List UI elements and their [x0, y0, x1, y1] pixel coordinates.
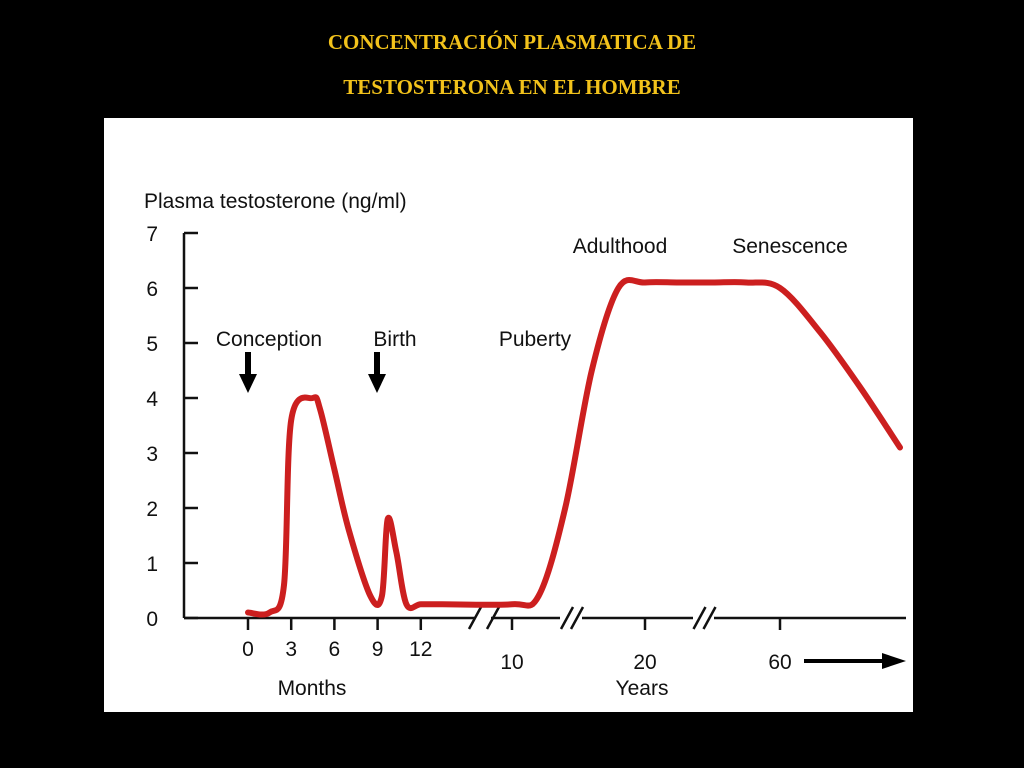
- chart-panel: 0 1 2 3 4 5 6 7 0 3 6 9 12 10 20 60 Plasma testosterone…: [104, 118, 913, 712]
- annotation-conception: Conception: [216, 328, 322, 351]
- annotation-adulthood: Adulthood: [573, 235, 668, 258]
- x-tick-label: 9: [372, 638, 384, 661]
- chart-curve: [245, 277, 903, 618]
- axis-break-mark: [485, 606, 501, 630]
- y-tick-label: 5: [146, 333, 158, 356]
- axis-break-mark: [467, 606, 483, 630]
- x-tick-label: 60: [768, 651, 791, 674]
- y-tick-label: 0: [146, 608, 158, 631]
- annotation-senescence: Senescence: [732, 235, 848, 258]
- x-axis-label-months: Months: [278, 677, 347, 700]
- y-tick-label: 3: [146, 443, 158, 466]
- y-tick-label: 7: [146, 223, 158, 246]
- direction-arrow-head: [882, 653, 906, 669]
- y-tick-label: 4: [146, 388, 158, 411]
- y-tick-label: 1: [146, 553, 158, 576]
- annotation-birth: Birth: [373, 328, 416, 351]
- annotation-puberty: Puberty: [499, 328, 572, 351]
- x-tick-label: 20: [633, 651, 656, 674]
- axis-break-mark: [702, 606, 717, 630]
- annotation-conception-arrow-head: [239, 374, 257, 393]
- x-tick-label: 10: [500, 651, 523, 674]
- x-tick-label: 0: [242, 638, 254, 661]
- chart-labels: Plasma testosterone (ng/ml) Months Years Co…: [144, 190, 848, 700]
- axis-break-mark: [559, 606, 575, 630]
- slide-title-line-2: TESTOSTERONA EN EL HOMBRE: [343, 75, 681, 99]
- y-tick-label: 2: [146, 498, 158, 521]
- x-tick-label: 12: [409, 638, 432, 661]
- x-tick-label: 6: [329, 638, 341, 661]
- axis-break-mark: [692, 606, 707, 630]
- x-axis-label-years: Years: [616, 677, 669, 700]
- axis-break-mark: [569, 606, 585, 630]
- x-tick-label: 3: [285, 638, 297, 661]
- slide-title-line-1: CONCENTRACIÓN PLASMATICA DE: [327, 30, 697, 54]
- y-axis-title: Plasma testosterone (ng/ml): [144, 190, 407, 213]
- annotation-birth-arrow-head: [368, 374, 386, 393]
- testosterone-curve: [245, 277, 903, 618]
- y-tick-label: 6: [146, 278, 158, 301]
